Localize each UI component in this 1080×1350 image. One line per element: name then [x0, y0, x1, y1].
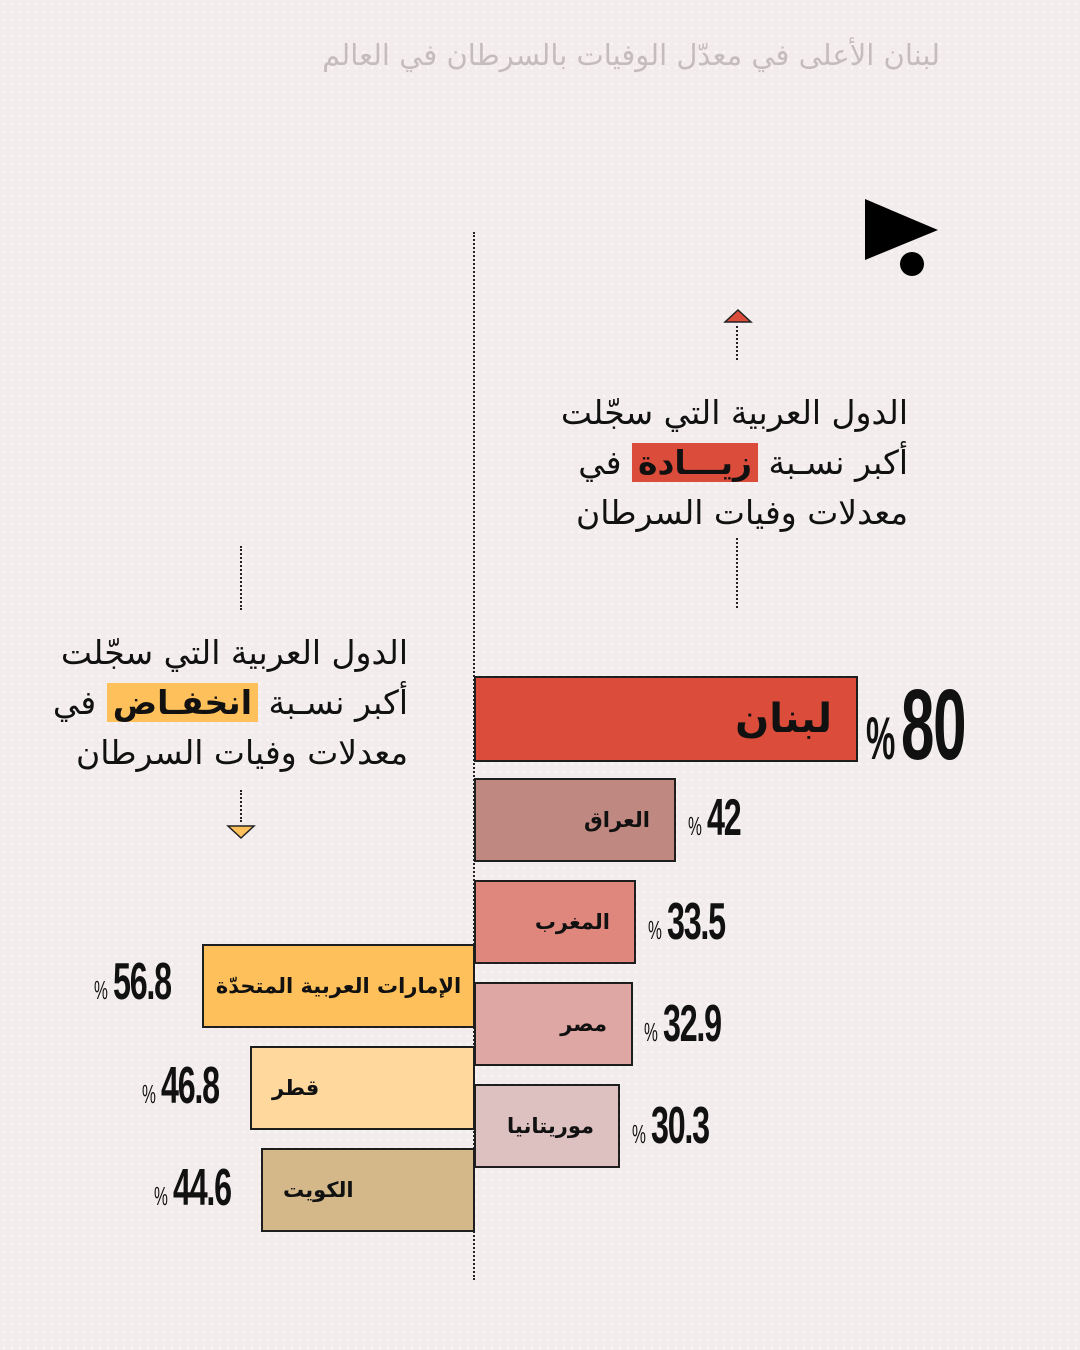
caption-line: الدول العربية التي سجّلت	[560, 393, 908, 432]
play-triangle-dot-logo-icon	[865, 199, 938, 276]
increase-caption: الدول العربية التي سجّلت أكبر نسـبة زيــ…	[540, 388, 908, 538]
connector-line	[240, 546, 242, 610]
bar-mauritania: موريتانيا	[474, 1084, 620, 1168]
value-label: % 30.3	[632, 1097, 710, 1155]
bar-label: موريتانيا	[507, 1114, 594, 1138]
bar-uae: الإمارات العربية المتحدّة	[202, 944, 475, 1028]
bar-qatar: قطر	[250, 1046, 475, 1130]
value-label: % 46.8	[142, 1057, 220, 1115]
connector-line	[736, 538, 738, 608]
arrow-down-icon	[226, 825, 256, 840]
bar-morocco: المغرب	[474, 880, 636, 964]
caption-line: معدلات وفيات السرطان	[576, 493, 908, 532]
caption-line: أكبر نسـبة انخفـاض في	[40, 678, 408, 728]
value-label: % 32.9	[644, 995, 722, 1053]
decrease-highlight: انخفـاض	[106, 683, 259, 722]
value-label: % 33.5	[648, 893, 726, 951]
bar-egypt: مصر	[474, 982, 633, 1066]
bar-label: العراق	[584, 808, 650, 832]
value-label: % 42	[688, 789, 742, 847]
bar-iraq: العراق	[474, 778, 676, 862]
bar-label: قطر	[272, 1076, 320, 1100]
caption-line: الدول العربية التي سجّلت	[60, 633, 408, 672]
bar-lebanon: لبنان	[474, 676, 858, 762]
value-label: % 44.6	[154, 1159, 232, 1217]
bar-label: مصر	[560, 1012, 607, 1036]
value-label: % 56.8	[94, 953, 172, 1011]
value-label: % 80	[866, 669, 967, 781]
arrow-up-icon	[723, 308, 753, 323]
caption-text: أكبر نسـبة	[268, 683, 408, 722]
caption-text: أكبر نسـبة	[768, 443, 908, 482]
bar-label: الكويت	[283, 1178, 354, 1202]
bar-label: المغرب	[534, 910, 610, 934]
caption-line: أكبر نسـبة زيـــادة في	[540, 438, 908, 488]
increase-highlight: زيـــادة	[631, 443, 759, 482]
caption-text: في	[52, 683, 97, 722]
page-title: لبنان الأعلى في معدّل الوفيات بالسرطان ف…	[322, 38, 940, 72]
bar-kuwait: الكويت	[261, 1148, 475, 1232]
bar-label: الإمارات العربية المتحدّة	[215, 974, 462, 998]
connector-line	[240, 790, 242, 822]
decrease-caption: الدول العربية التي سجّلت أكبر نسـبة انخف…	[40, 628, 408, 778]
bar-label: لبنان	[735, 696, 832, 742]
connector-line	[736, 326, 738, 360]
caption-text: في	[578, 443, 622, 482]
caption-line: معدلات وفيات السرطان	[76, 733, 408, 772]
